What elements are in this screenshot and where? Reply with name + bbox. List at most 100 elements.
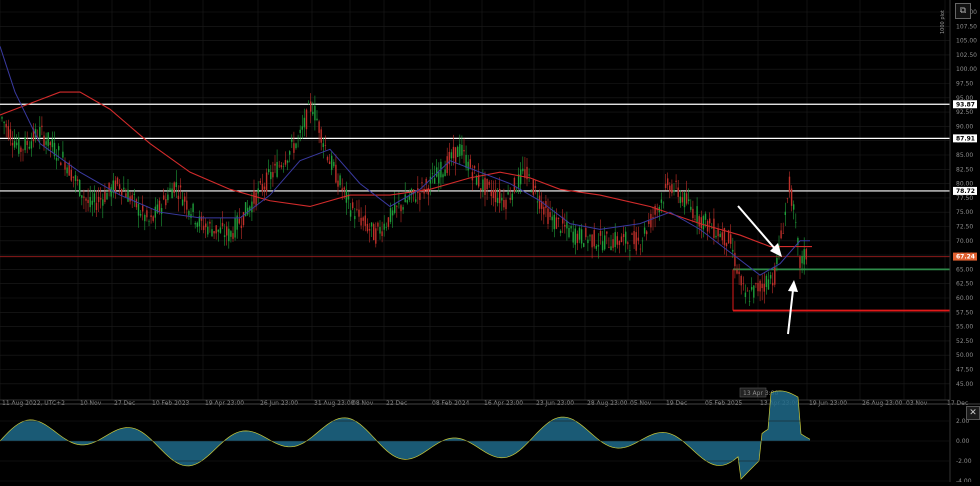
moving-averages	[0, 46, 812, 276]
candle-body	[513, 177, 516, 192]
close-icon[interactable]: ✕	[966, 406, 980, 420]
candle-body	[362, 217, 364, 221]
candle-body	[671, 184, 673, 194]
candle-body	[625, 231, 627, 244]
candle-body	[459, 144, 461, 157]
candle-body	[16, 142, 18, 146]
candle-body	[7, 126, 9, 138]
candle-body	[776, 257, 778, 264]
candle-body	[511, 193, 513, 200]
candle-body	[133, 193, 135, 195]
candle-body	[247, 207, 249, 215]
candle-body	[711, 227, 713, 229]
candle-body	[591, 234, 593, 248]
candle-body	[93, 193, 96, 203]
candle-body	[186, 200, 188, 210]
candle-body	[137, 203, 140, 216]
candle-body	[314, 105, 316, 121]
candle-body	[717, 228, 719, 237]
candle-body	[774, 266, 776, 285]
candle-body	[480, 188, 482, 191]
candle-body	[5, 123, 7, 128]
up-arrow-shaft	[787, 289, 794, 335]
candle-body	[335, 164, 337, 183]
candle-body	[385, 227, 387, 228]
candle-body	[795, 222, 797, 223]
candle-body	[205, 223, 207, 228]
candle-body	[599, 231, 602, 236]
candle-body	[509, 197, 511, 200]
candle-body	[664, 183, 667, 188]
candle-body	[553, 214, 555, 230]
oscillator-histogram	[0, 390, 810, 480]
candle-body	[801, 256, 803, 264]
long-moving-average	[0, 91, 812, 248]
candle-body	[74, 175, 77, 181]
candle-body	[274, 163, 276, 166]
candle-body	[242, 212, 245, 226]
candle-body	[118, 184, 121, 189]
candle-body	[423, 188, 425, 194]
candle-body	[270, 171, 272, 180]
candle-body	[144, 214, 146, 222]
candle-body	[188, 210, 190, 216]
candle-body	[660, 199, 663, 203]
candle-body	[257, 188, 259, 194]
candle-body	[675, 180, 677, 182]
candle-body	[139, 214, 142, 216]
candle-body	[767, 279, 770, 290]
candle-body	[110, 187, 112, 197]
candle-body	[83, 196, 85, 198]
candle-body	[200, 216, 203, 221]
candle-body	[135, 199, 138, 208]
candle-body	[18, 137, 20, 154]
candle-body	[622, 234, 625, 238]
candle-body	[467, 161, 469, 171]
oscillator-line	[0, 390, 811, 480]
candle-body	[255, 192, 257, 207]
candle-body	[496, 198, 499, 203]
candle-body	[391, 210, 394, 216]
candle-body	[87, 199, 89, 204]
candle-body	[442, 174, 444, 178]
candle-body	[431, 172, 434, 174]
candle-body	[32, 128, 35, 142]
candle-body	[564, 224, 566, 227]
candle-body	[522, 168, 524, 172]
candle-body	[532, 179, 534, 195]
external-link-icon[interactable]: ⧉	[955, 3, 971, 19]
candle-body	[297, 137, 299, 138]
price-level-tag-text: 87.91	[956, 135, 975, 142]
candle-body	[114, 180, 117, 194]
candle-body	[746, 290, 749, 292]
candle-body	[142, 205, 144, 212]
candle-body	[398, 203, 400, 205]
candle-body	[618, 241, 621, 245]
price-tick-label: 97.50	[956, 81, 973, 88]
candle-body	[22, 149, 24, 151]
candle-body	[223, 235, 226, 237]
candle-body	[507, 192, 509, 195]
candle-body	[700, 217, 702, 229]
candle-body	[104, 191, 106, 203]
candle-body	[572, 231, 574, 243]
candle-body	[782, 233, 784, 234]
candle-body	[604, 235, 606, 250]
candle-body	[171, 188, 173, 199]
candle-body	[28, 146, 30, 149]
candle-body	[259, 181, 261, 183]
candle-body	[633, 231, 635, 245]
candle-body	[494, 189, 497, 203]
candle-body	[146, 210, 148, 218]
candle-body	[121, 189, 123, 196]
candle-body	[454, 147, 457, 164]
candle-body	[702, 216, 705, 230]
candle-body	[209, 221, 211, 224]
candle-body	[578, 227, 581, 240]
candle-body	[366, 223, 369, 232]
candle-body	[194, 223, 196, 225]
candle-body	[100, 198, 102, 200]
candle-body	[97, 196, 100, 203]
